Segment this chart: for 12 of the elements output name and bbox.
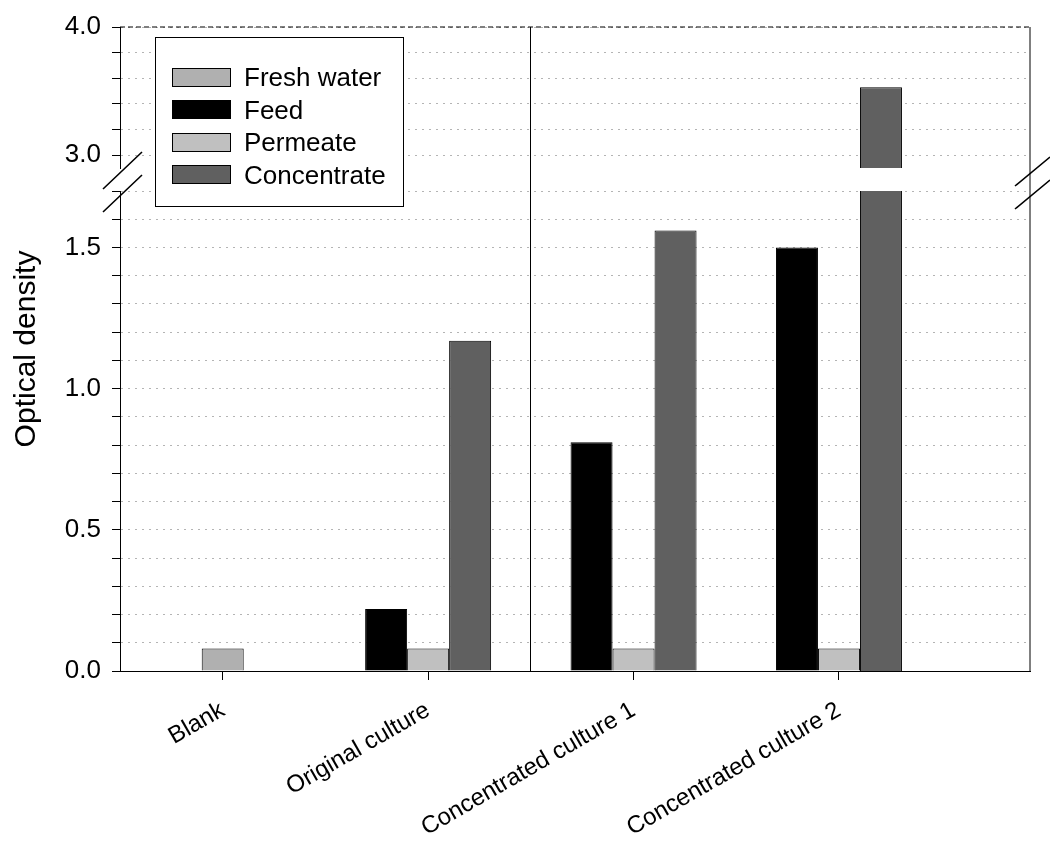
legend-label: Concentrate: [244, 159, 386, 190]
legend-label: Fresh water: [244, 62, 382, 93]
legend-label: Feed: [244, 94, 304, 125]
y-tick-label: 0.0: [64, 654, 101, 685]
y-tick-label: 4.0: [64, 10, 101, 41]
x-tick-label: Blank: [163, 694, 230, 749]
y-tick-label: 1.5: [64, 230, 101, 261]
y-tick-label: 3.0: [64, 138, 101, 169]
y-axis-title: Optical density: [8, 250, 42, 448]
legend-label: Permeate: [244, 127, 357, 158]
y-tick-label: 0.5: [64, 513, 101, 543]
y-tick-label: 1.0: [64, 371, 101, 402]
